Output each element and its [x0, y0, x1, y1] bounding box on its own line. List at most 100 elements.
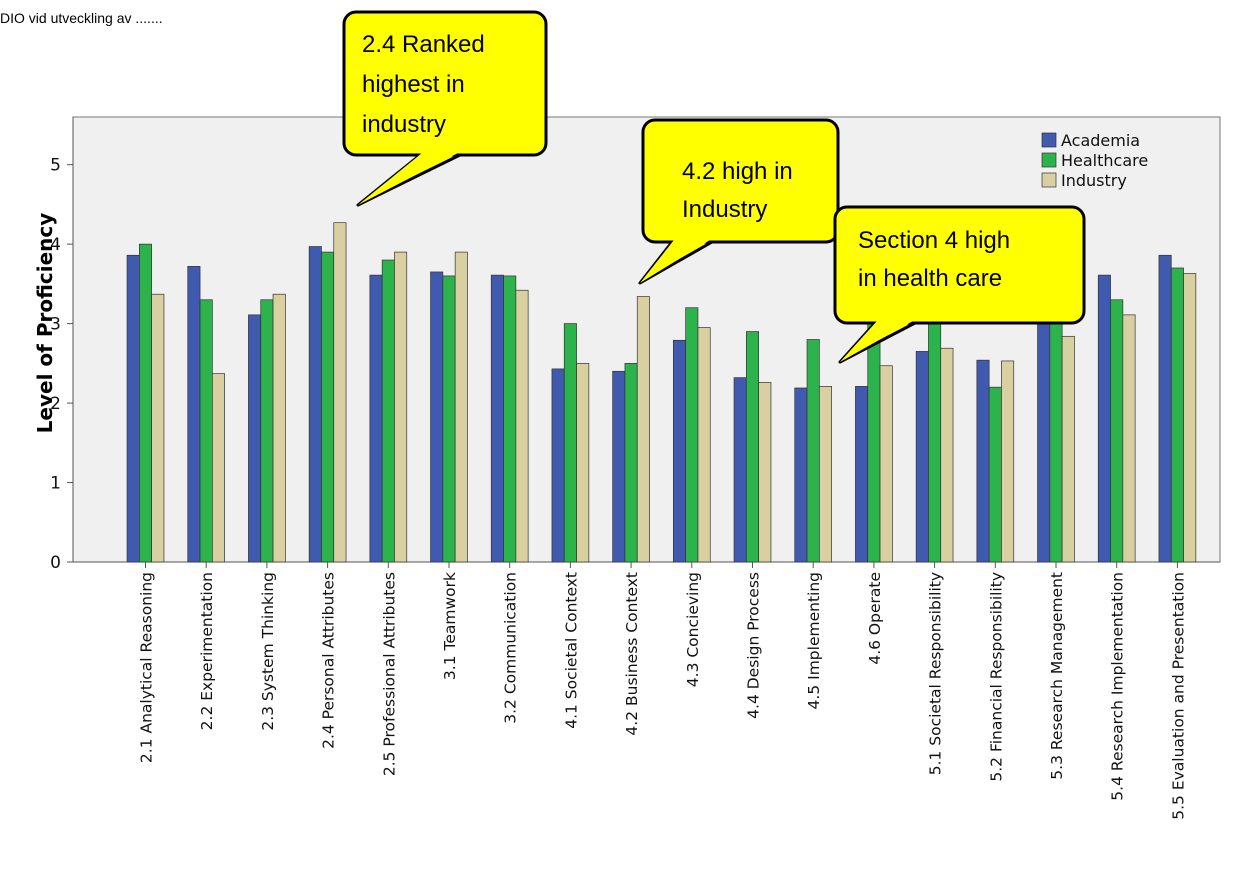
bar-industry — [758, 382, 772, 563]
bar-academia — [915, 351, 929, 563]
x-tick-label: 5.2 Financial Responsibility — [987, 572, 1005, 782]
bar-healthcare — [988, 386, 1002, 563]
bar-industry — [151, 293, 165, 563]
bar-healthcare — [806, 339, 820, 563]
callout-1: 2.4 Ranked highest in industry — [342, 10, 548, 207]
bar-healthcare — [442, 275, 456, 563]
bar-academia — [551, 368, 565, 563]
bar-healthcare — [321, 251, 335, 563]
bar-healthcare — [1049, 299, 1063, 563]
bar-academia — [490, 274, 504, 563]
bar-academia — [1037, 315, 1051, 563]
callout-box — [641, 118, 840, 244]
y-tick-label: 3 — [50, 315, 61, 335]
bar-academia — [794, 387, 808, 563]
bar-industry — [454, 251, 468, 563]
bar-academia — [308, 246, 322, 563]
bar-industry — [333, 222, 347, 563]
y-tick-label: 1 — [50, 474, 61, 494]
y-tick-label: 5 — [50, 156, 61, 176]
x-tick-label: 4.6 Operate — [866, 572, 884, 665]
bar-industry — [940, 347, 954, 563]
bar-industry — [1183, 273, 1197, 563]
x-tick-label: 2.3 System Thinking — [259, 572, 277, 731]
bar-academia — [1097, 274, 1111, 563]
callout-pointer-fill — [840, 321, 913, 362]
x-tick-label: 5.5 Evaluation and Presentation — [1169, 572, 1187, 820]
legend-swatch-industry — [1041, 172, 1057, 188]
bar-healthcare — [381, 259, 395, 563]
bar-healthcare — [624, 362, 638, 563]
x-tick-label: 2.1 Analytical Reasoning — [138, 572, 156, 763]
callout-text-line: Industry — [682, 196, 767, 223]
x-tick-label: 4.4 Design Process — [745, 572, 763, 719]
bar-healthcare — [199, 299, 213, 563]
bar-industry — [1001, 360, 1015, 563]
bar-healthcare — [503, 275, 517, 563]
bar-industry — [515, 289, 529, 563]
bar-healthcare — [139, 243, 153, 563]
bar-academia — [976, 359, 990, 563]
bar-industry — [272, 293, 286, 563]
bar-healthcare — [260, 299, 274, 563]
bar-industry — [636, 296, 650, 563]
bar-healthcare — [1110, 299, 1124, 563]
bar-healthcare — [928, 323, 942, 563]
callout-text-line: in health care — [858, 265, 1002, 292]
bar-industry — [212, 373, 226, 563]
bar-academia — [612, 370, 626, 563]
x-tick-label: 4.1 Societal Context — [562, 572, 580, 729]
bar-healthcare — [745, 331, 759, 563]
x-tick-label: 4.2 Business Context — [623, 572, 641, 736]
x-tick-label: 5.3 Research Management — [1048, 572, 1066, 780]
bar-academia — [733, 377, 747, 563]
callout-text-line: 4.2 high in — [682, 158, 793, 185]
bar-academia — [369, 274, 383, 563]
callout-text-line: 2.4 Ranked — [362, 31, 485, 58]
page-header-text: DIO vid utveckling av ....... — [0, 10, 163, 26]
x-tick-label: 2.4 Personal Attributes — [320, 572, 338, 749]
bar-academia — [430, 271, 444, 563]
bar-healthcare — [867, 323, 881, 563]
callout-pointer-fill — [358, 153, 458, 205]
callout-box — [833, 205, 1086, 325]
legend-label-industry: Industry — [1061, 171, 1127, 190]
bar-academia — [855, 386, 869, 563]
bars-group — [126, 222, 1197, 563]
bar-healthcare — [685, 307, 699, 563]
bar-industry — [818, 386, 832, 563]
callout-text-line: Section 4 high — [858, 227, 1010, 254]
x-tick-label: 5.1 Societal Responsibility — [927, 572, 945, 775]
x-tick-label: 4.5 Implementing — [805, 572, 823, 709]
legend-swatch-academia — [1041, 132, 1057, 148]
callouts: 2.4 Ranked highest in industry 4.2 high in I… — [342, 10, 1086, 364]
x-tick-label: 3.2 Communication — [502, 572, 520, 724]
bar-industry — [576, 362, 590, 563]
bar-academia — [1158, 254, 1172, 563]
bar-industry — [1122, 314, 1136, 563]
bar-industry — [697, 327, 711, 563]
callout-2: 4.2 high in Industry — [638, 118, 840, 285]
legend-label-academia: Academia — [1061, 131, 1140, 150]
bar-healthcare — [1170, 267, 1184, 563]
y-tick-label: 4 — [50, 235, 61, 255]
callout-text-line: industry — [362, 111, 446, 138]
y-tick-label: 0 — [50, 553, 61, 573]
x-tick-label: 3.1 Teamwork — [441, 572, 459, 680]
bar-industry — [1061, 335, 1075, 563]
x-axis-labels: 2.1 Analytical Reasoning 2.2 Experimentat… — [138, 562, 1187, 820]
y-axis-title: Level of Proficiency — [33, 213, 57, 434]
x-tick-label: 2.5 Professional Attributes — [380, 572, 398, 776]
bar-academia — [126, 254, 140, 563]
bar-industry — [879, 365, 893, 563]
bar-academia — [672, 339, 686, 563]
legend-label-healthcare: Healthcare — [1061, 151, 1148, 170]
x-tick-label: 4.3 Concieving — [684, 572, 702, 687]
bar-industry — [394, 251, 408, 563]
bar-healthcare — [563, 323, 577, 563]
legend-swatch-healthcare — [1041, 152, 1057, 168]
bar-academia — [248, 314, 262, 563]
callout-pointer-fill — [640, 240, 710, 283]
